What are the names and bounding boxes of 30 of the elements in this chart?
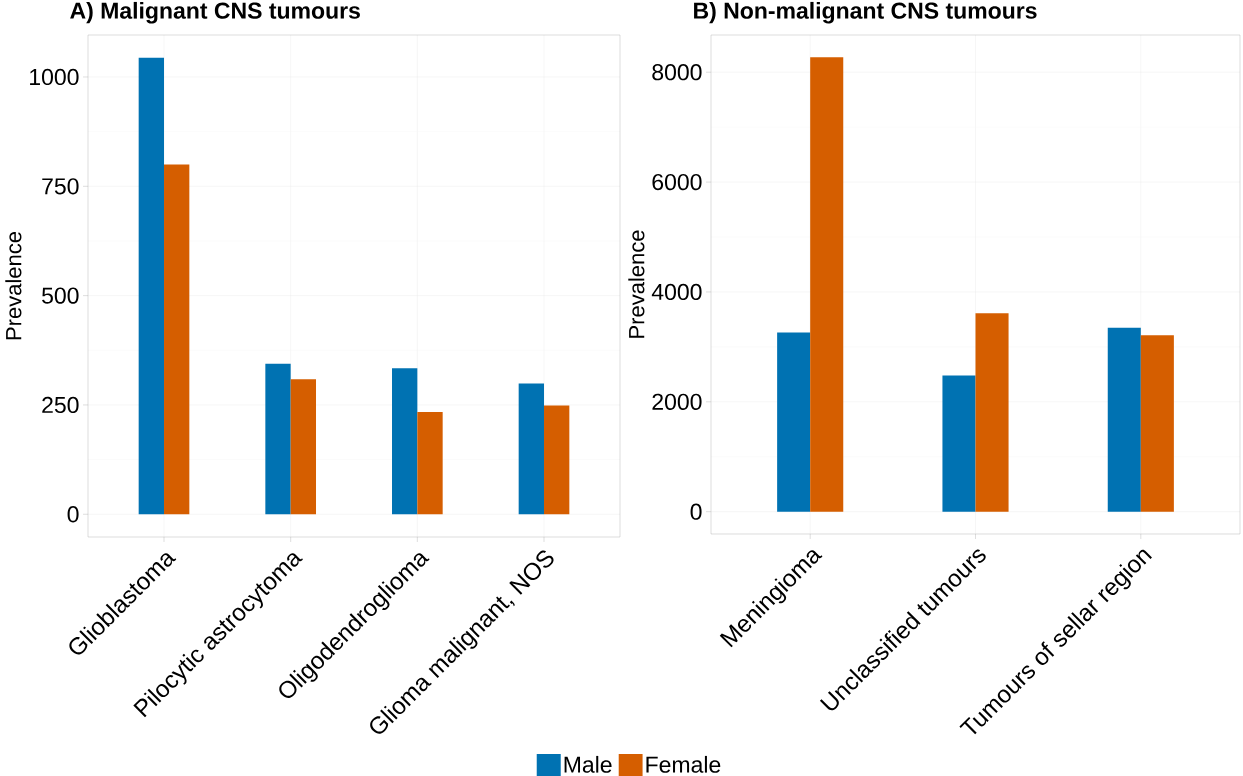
y-axis-title: Prevalence: [5, 231, 22, 340]
bar: [1140, 335, 1174, 512]
legend-label: Male: [564, 755, 612, 773]
bar: [164, 164, 190, 515]
bar: [544, 405, 570, 515]
y-tick-label: 0: [67, 506, 79, 523]
y-tick-label: 6000: [652, 173, 702, 191]
bar: [138, 57, 165, 515]
y-tick-label: 1000: [30, 68, 79, 86]
y-axis-title: Prevalence: [628, 230, 645, 338]
y-tick-label: 2000: [652, 393, 702, 410]
bar: [392, 368, 418, 515]
chart-title: A) Malignant CNS tumours: [70, 1, 360, 24]
chart-title: B) Non-malignant CNS tumours: [694, 1, 1037, 24]
y-tick-label: 250: [42, 396, 79, 414]
bar: [777, 332, 811, 512]
bar: [265, 363, 291, 515]
bar: [942, 375, 976, 512]
bar: [290, 379, 317, 515]
y-tick-label: 8000: [652, 64, 702, 81]
y-tick-label: 500: [42, 287, 79, 304]
y-tick-label: 750: [42, 178, 79, 195]
bar: [1107, 327, 1141, 512]
legend-label: Female: [646, 755, 721, 773]
y-tick-label: 4000: [651, 283, 702, 301]
bar: [975, 313, 1009, 512]
bar: [810, 57, 844, 512]
bar: [417, 411, 443, 515]
bar: [518, 383, 544, 515]
y-tick-label: 0: [690, 503, 702, 520]
